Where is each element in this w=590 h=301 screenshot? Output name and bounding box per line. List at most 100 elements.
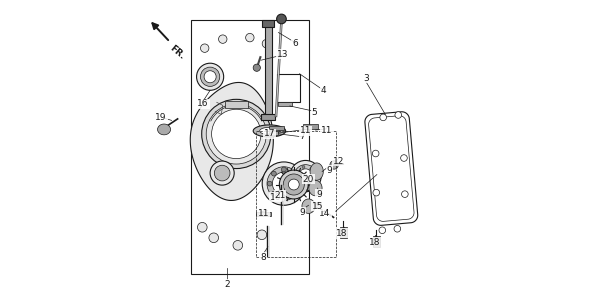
Text: 4: 4 xyxy=(321,86,326,95)
Text: FR.: FR. xyxy=(168,44,186,61)
Text: 5: 5 xyxy=(312,108,317,117)
Text: 14: 14 xyxy=(319,209,331,218)
Text: 17: 17 xyxy=(264,129,275,138)
Circle shape xyxy=(198,222,207,232)
Circle shape xyxy=(302,184,305,187)
Text: 8: 8 xyxy=(261,253,266,262)
Polygon shape xyxy=(260,127,279,135)
Polygon shape xyxy=(225,101,248,108)
Circle shape xyxy=(372,150,379,157)
Text: 2: 2 xyxy=(224,280,230,289)
Polygon shape xyxy=(369,116,414,221)
Text: 12: 12 xyxy=(333,157,345,166)
Polygon shape xyxy=(256,212,271,216)
Polygon shape xyxy=(261,114,275,120)
Circle shape xyxy=(316,202,322,208)
Text: 15: 15 xyxy=(312,202,323,211)
Circle shape xyxy=(283,174,304,195)
Circle shape xyxy=(296,181,300,186)
Circle shape xyxy=(395,112,402,118)
Circle shape xyxy=(206,104,267,164)
Circle shape xyxy=(401,155,407,161)
Polygon shape xyxy=(158,124,171,135)
Circle shape xyxy=(296,171,299,174)
Circle shape xyxy=(330,161,338,169)
Polygon shape xyxy=(265,24,271,116)
Text: 9: 9 xyxy=(300,208,306,217)
Text: 20: 20 xyxy=(303,175,314,184)
Bar xyxy=(191,20,309,274)
Circle shape xyxy=(394,225,401,232)
Circle shape xyxy=(209,233,218,243)
Circle shape xyxy=(299,169,313,183)
Circle shape xyxy=(379,227,386,234)
Bar xyxy=(256,131,336,257)
Text: 11: 11 xyxy=(300,126,312,135)
Circle shape xyxy=(290,160,321,192)
Text: 10: 10 xyxy=(270,193,281,202)
Text: 21: 21 xyxy=(274,191,286,200)
Circle shape xyxy=(380,114,386,121)
Polygon shape xyxy=(253,125,286,137)
Circle shape xyxy=(302,166,305,169)
Circle shape xyxy=(281,167,286,172)
Text: 9: 9 xyxy=(327,166,333,175)
Polygon shape xyxy=(365,112,418,225)
Circle shape xyxy=(271,171,276,176)
Polygon shape xyxy=(190,82,273,200)
Bar xyxy=(277,74,300,102)
Text: 11: 11 xyxy=(258,209,269,218)
Circle shape xyxy=(310,182,313,185)
Circle shape xyxy=(245,33,254,42)
Circle shape xyxy=(196,63,224,90)
Polygon shape xyxy=(310,163,323,180)
Bar xyxy=(268,131,277,135)
Circle shape xyxy=(296,178,299,182)
Circle shape xyxy=(373,189,379,196)
Circle shape xyxy=(273,172,296,195)
Circle shape xyxy=(257,230,267,240)
Circle shape xyxy=(267,167,301,200)
Text: 18: 18 xyxy=(369,238,381,247)
Circle shape xyxy=(210,161,234,185)
Text: 3: 3 xyxy=(363,74,369,83)
Circle shape xyxy=(313,175,316,178)
Polygon shape xyxy=(373,236,380,247)
Circle shape xyxy=(402,191,408,197)
Text: 6: 6 xyxy=(292,39,298,48)
Polygon shape xyxy=(340,227,347,238)
Circle shape xyxy=(310,167,313,170)
Circle shape xyxy=(262,162,306,205)
Polygon shape xyxy=(270,126,284,130)
Circle shape xyxy=(201,67,219,86)
Circle shape xyxy=(204,71,216,83)
Circle shape xyxy=(214,165,230,181)
Polygon shape xyxy=(302,199,315,213)
Text: 18: 18 xyxy=(336,229,348,238)
Polygon shape xyxy=(309,180,322,196)
Circle shape xyxy=(253,64,260,71)
Circle shape xyxy=(201,44,209,52)
Text: 11: 11 xyxy=(321,126,332,135)
Circle shape xyxy=(289,179,299,190)
Polygon shape xyxy=(263,20,274,27)
Circle shape xyxy=(279,170,308,199)
Circle shape xyxy=(294,165,317,188)
Circle shape xyxy=(281,195,286,200)
Text: 16: 16 xyxy=(198,99,209,108)
Circle shape xyxy=(262,39,271,48)
Circle shape xyxy=(202,99,271,169)
Text: 19: 19 xyxy=(155,113,167,122)
Circle shape xyxy=(277,14,286,24)
Circle shape xyxy=(233,240,242,250)
Text: 13: 13 xyxy=(277,50,289,59)
Polygon shape xyxy=(303,124,317,129)
Circle shape xyxy=(218,35,227,43)
Circle shape xyxy=(271,191,276,196)
Circle shape xyxy=(212,109,261,159)
Text: 9: 9 xyxy=(316,190,322,199)
Text: 7: 7 xyxy=(300,132,306,141)
Polygon shape xyxy=(278,102,292,106)
Circle shape xyxy=(291,171,296,176)
Circle shape xyxy=(267,181,272,186)
